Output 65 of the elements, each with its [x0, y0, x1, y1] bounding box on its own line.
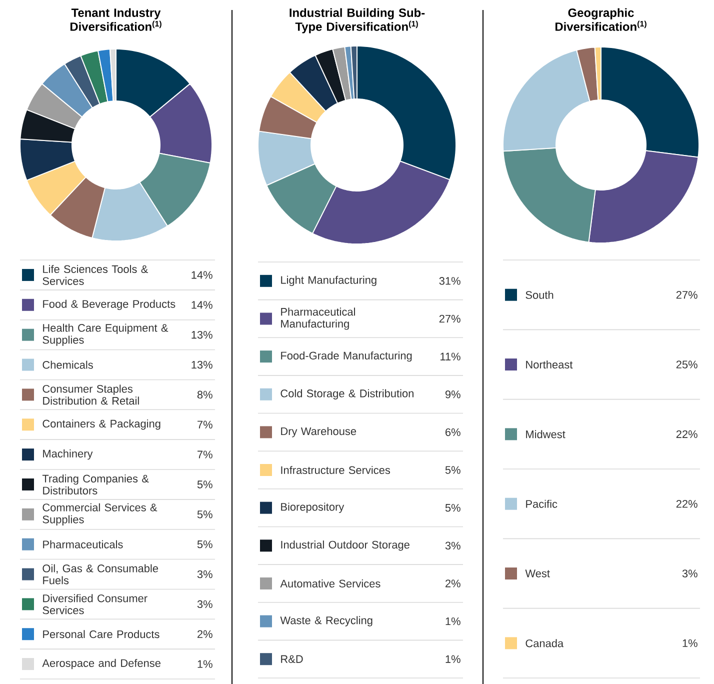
- data-label: 2%: [446, 580, 460, 588]
- data-label: 1%: [446, 655, 460, 663]
- legend-label: Canada: [526, 639, 564, 648]
- data-label: 7%: [198, 420, 212, 428]
- data-label: 25%: [676, 360, 698, 368]
- legend-label: Food & Beverage Products: [43, 300, 176, 310]
- legend-label: Chemicals: [42, 360, 93, 369]
- legend-label: Life Sciences Tools & Services: [42, 264, 148, 285]
- data-label: 22%: [676, 430, 698, 438]
- data-label: 5%: [197, 540, 212, 548]
- legend-label: Infrastructure Services: [281, 466, 390, 474]
- legend-label: Oil, Gas & Consumable Fuels: [42, 564, 158, 584]
- legend-label: Health Care Equipment & Supplies: [42, 324, 168, 346]
- data-label: 5%: [197, 510, 212, 518]
- data-label: 3%: [197, 570, 212, 578]
- data-label: 13%: [192, 360, 212, 369]
- data-label: 3%: [445, 542, 460, 550]
- data-label: 9%: [445, 390, 460, 398]
- data-label: 6%: [446, 428, 460, 436]
- data-label: 31%: [439, 277, 460, 285]
- legend-label: Waste & Recycling: [280, 616, 372, 626]
- legend-label: Pacific: [526, 500, 558, 508]
- legend-label: Light Manufacturing: [281, 276, 376, 286]
- legend-label: Diversified Consumer Services: [42, 594, 148, 614]
- legend-label: South: [526, 290, 554, 299]
- data-label: 5%: [197, 480, 212, 488]
- legend-label: Midwest: [526, 430, 566, 438]
- legend-label: Personal Care Products: [43, 630, 160, 638]
- data-label: 1%: [198, 660, 212, 668]
- legend-label: West: [525, 570, 550, 578]
- legend-label: Aerospace and Defense: [42, 658, 160, 670]
- data-label: 27%: [676, 290, 698, 299]
- legend-label: Machinery: [43, 449, 93, 460]
- data-label: 3%: [682, 570, 698, 578]
- data-label: 2%: [198, 630, 212, 638]
- legend-label: Automative Services: [280, 579, 380, 588]
- legend-label: Consumer Staples Distribution & Retail: [42, 384, 139, 405]
- data-label: 5%: [445, 466, 460, 474]
- legend-label: Trading Companies & Distributors: [42, 474, 149, 494]
- legend-label: Containers & Packaging: [42, 420, 160, 430]
- data-label: 13%: [192, 330, 212, 339]
- data-label: 3%: [197, 600, 212, 608]
- data-label: 14%: [192, 271, 212, 279]
- data-label: 1%: [446, 617, 460, 626]
- legend-label: Dry Warehouse: [281, 427, 356, 438]
- data-label: 7%: [198, 450, 212, 458]
- chart-title: Tenant Industry Diversification$^{(1)}$: [70, 8, 162, 31]
- data-label: 22%: [676, 500, 698, 508]
- data-label: 27%: [439, 314, 460, 323]
- legend-label: Pharmaceutical Manufacturing: [281, 308, 355, 330]
- data-label: 5%: [445, 504, 460, 512]
- legend-label: Industrial Outdoor Storage: [281, 540, 410, 551]
- legend-label: Biorepository: [281, 502, 344, 513]
- data-label: 8%: [197, 390, 212, 399]
- chart-title: Industrial Building Sub-Type Diversification$^{(1)}$: [290, 8, 425, 34]
- legend-label: Cold Storage & Distribution: [280, 389, 414, 400]
- legend-label: R&D: [281, 655, 303, 663]
- legend-label: Commercial Services & Supplies: [42, 503, 158, 526]
- data-label: 11%: [440, 352, 460, 360]
- legend-label: Northeast: [526, 360, 573, 369]
- data-label: 14%: [192, 301, 212, 309]
- chart-title: Geographic Diversification$^{(1)}$: [555, 8, 646, 31]
- legend-label: Pharmaceuticals: [43, 540, 123, 548]
- data-label: 1%: [682, 639, 698, 647]
- legend-label: Food-Grade Manufacturing: [281, 351, 412, 362]
